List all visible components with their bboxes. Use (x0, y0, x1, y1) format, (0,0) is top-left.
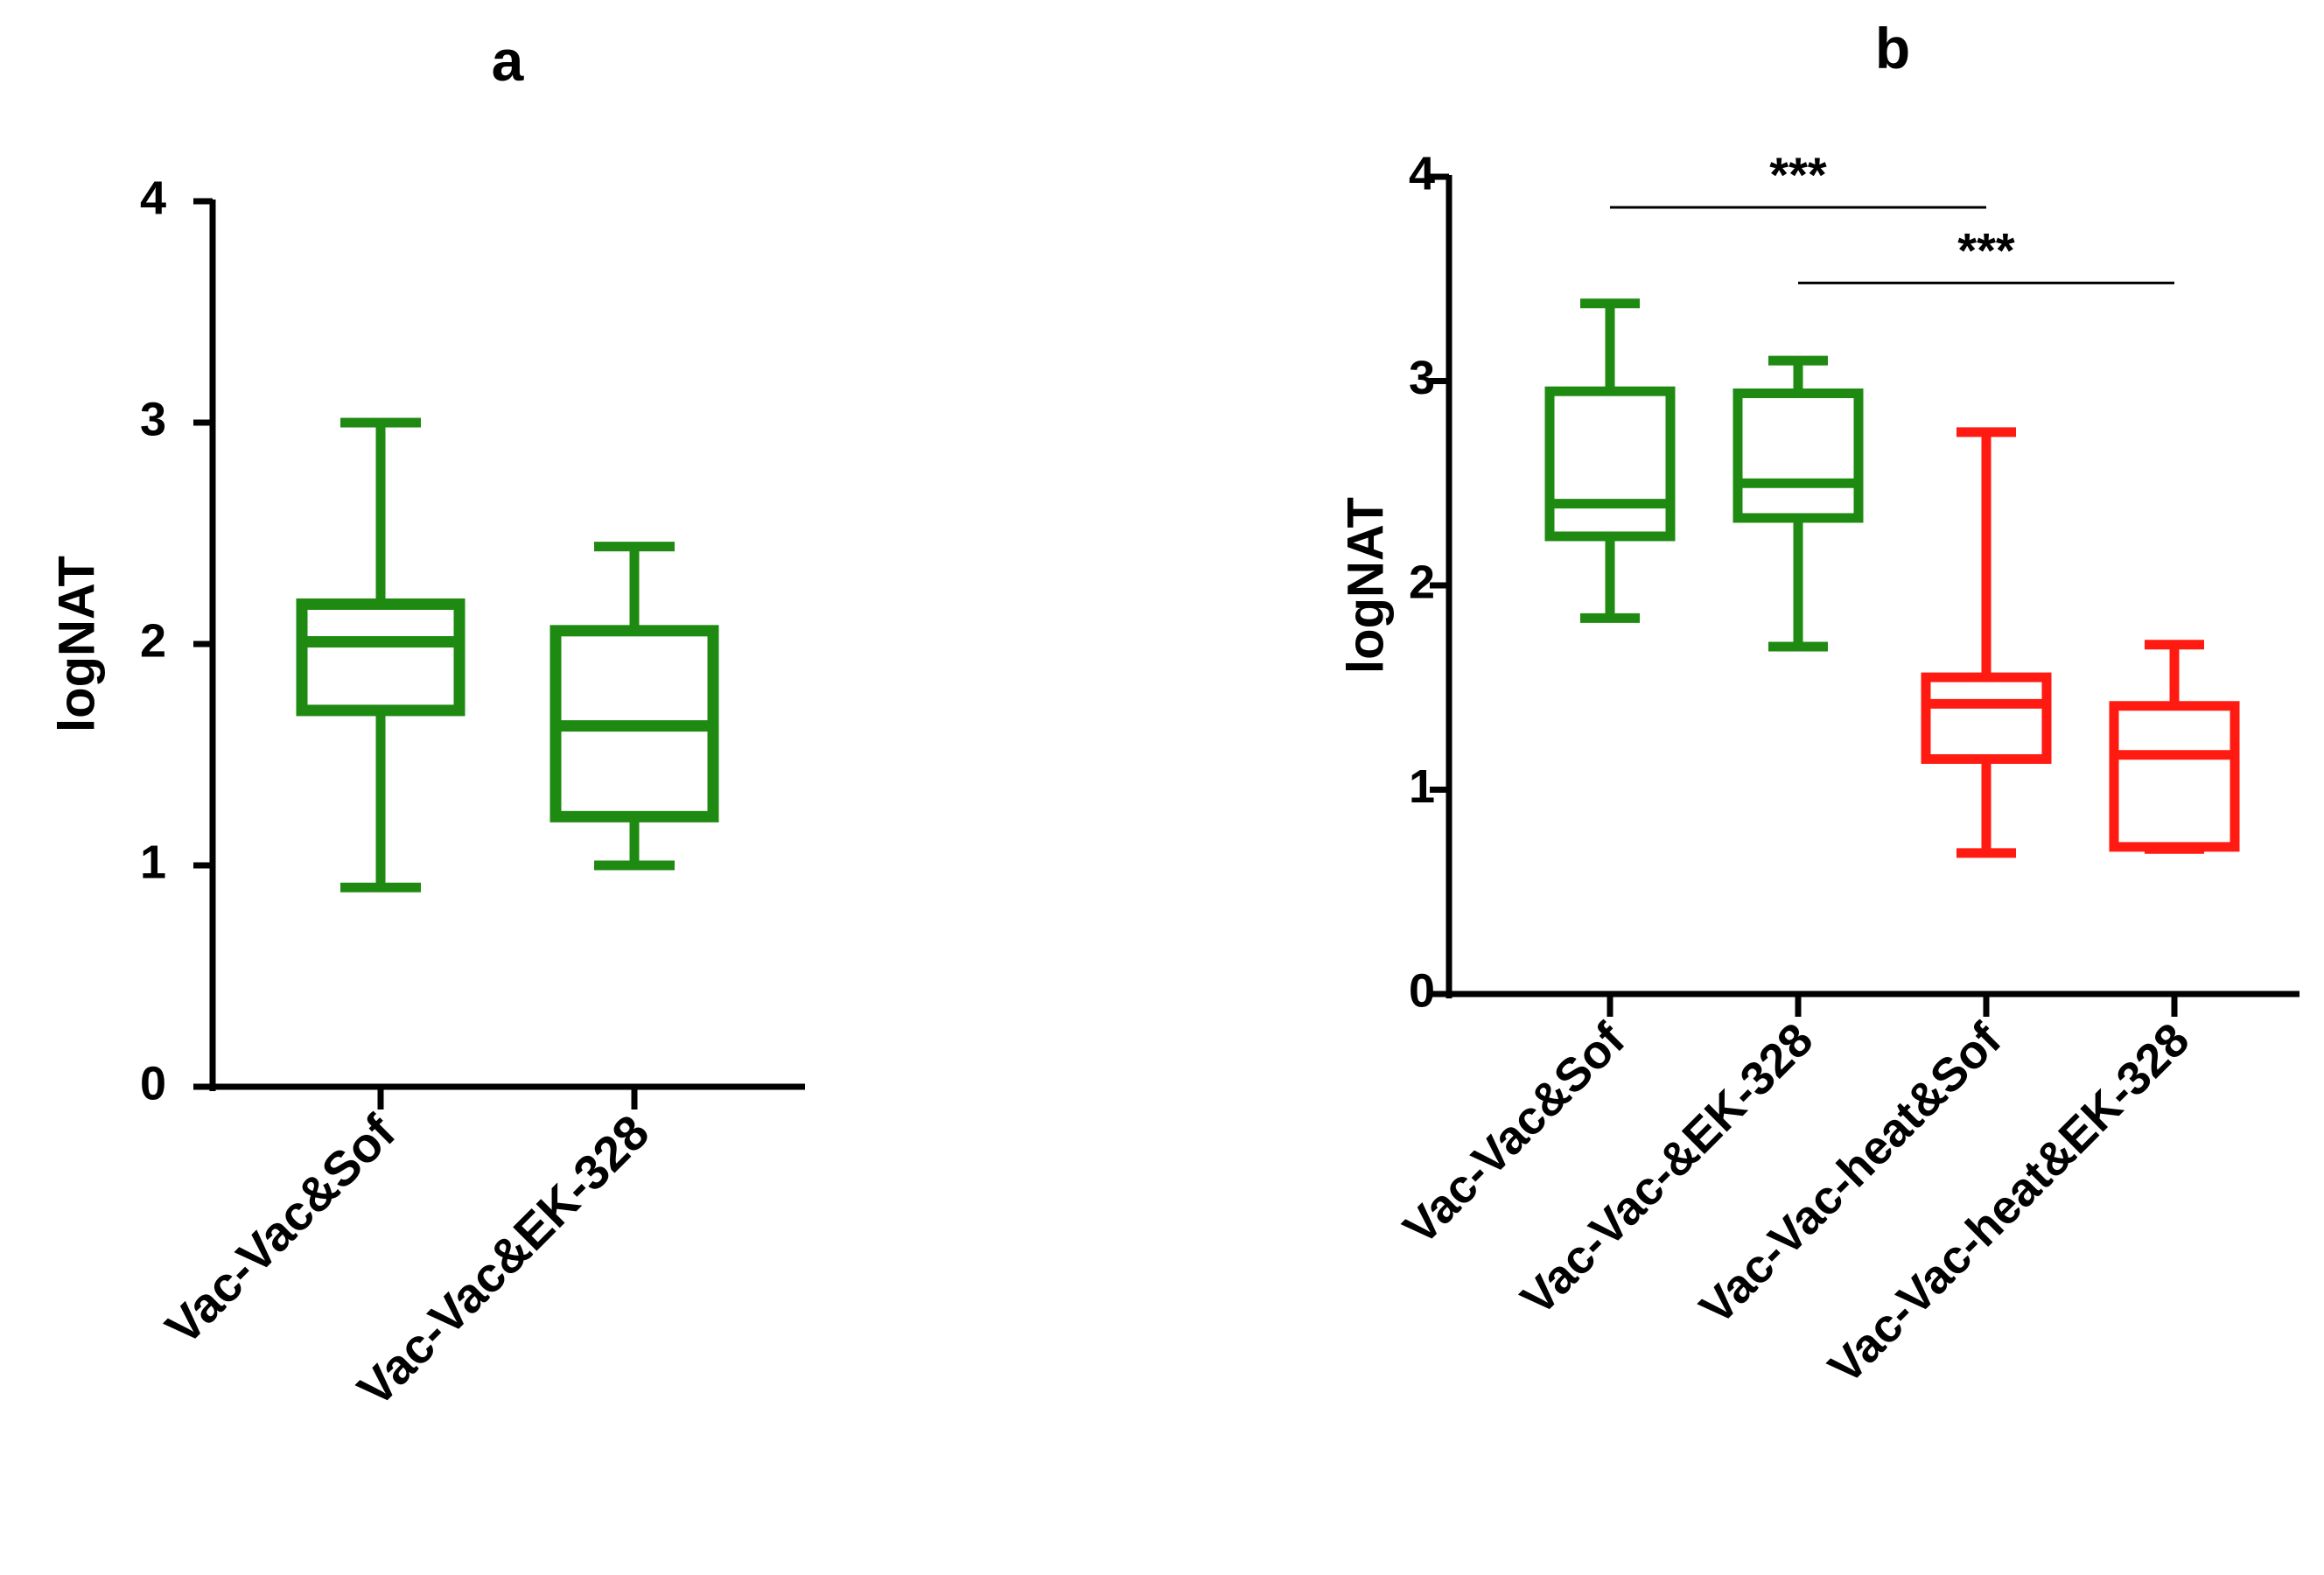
significance-label: *** (1769, 147, 1827, 202)
y-tick-label: 4 (140, 172, 166, 224)
y-tick-label: 0 (1409, 964, 1435, 1017)
box-2 (1732, 355, 1864, 652)
x-category-label: Vac-Vac&Sof (155, 1104, 406, 1355)
box-3 (1921, 427, 2052, 858)
box-1 (1544, 298, 1676, 623)
x-category-label: Vac-Vac-heat&EK-328 (1818, 1013, 2199, 1394)
significance-label: *** (1957, 222, 2015, 277)
box-2 (550, 542, 719, 871)
iqr-box (1732, 388, 1864, 523)
iqr-box (1544, 386, 1676, 542)
y-tick-label: 2 (140, 614, 166, 667)
y-axis-label: logNAT (48, 556, 105, 732)
y-tick-label: 1 (140, 836, 166, 888)
iqr-box (1921, 672, 2052, 764)
y-tick-label: 4 (1409, 147, 1435, 200)
box-4 (2109, 640, 2240, 854)
y-tick-label: 0 (140, 1057, 166, 1110)
iqr-box (296, 598, 466, 717)
y-tick-label: 1 (1409, 760, 1435, 813)
y-tick-label: 2 (1409, 556, 1435, 608)
panel-b-box-plot: blogNAT01234Vac-Vac&SofVac-Vac-&EK-328Va… (1337, 16, 2300, 1394)
y-tick-label: 3 (1409, 352, 1435, 404)
panel-title: b (1875, 16, 1910, 80)
iqr-box (2109, 701, 2240, 852)
panel-title: a (492, 28, 525, 93)
box-1 (296, 417, 466, 892)
y-tick-label: 3 (140, 393, 166, 445)
y-axis-label: logNAT (1337, 497, 1394, 674)
